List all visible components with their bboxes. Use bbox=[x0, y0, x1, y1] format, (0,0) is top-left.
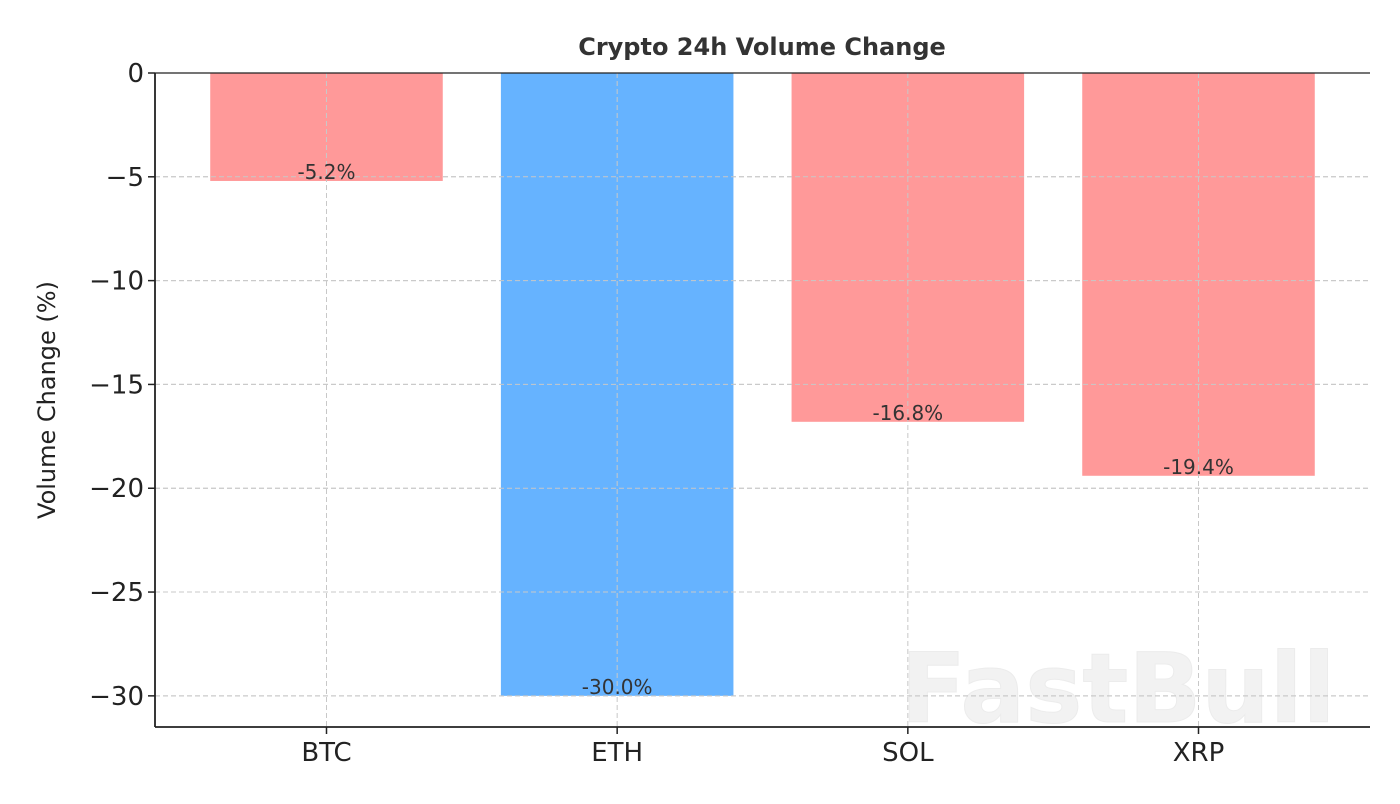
x-tick-label: ETH bbox=[591, 738, 643, 768]
x-tick-label: SOL bbox=[882, 738, 934, 768]
data-label: -16.8% bbox=[872, 401, 943, 425]
y-tick-label: −25 bbox=[89, 578, 144, 608]
y-tick-label: −20 bbox=[89, 474, 144, 504]
watermark-logo: FastBull bbox=[900, 633, 1335, 745]
chart-title: Crypto 24h Volume Change bbox=[578, 33, 946, 61]
data-label: -5.2% bbox=[297, 160, 355, 184]
data-label: -30.0% bbox=[582, 675, 653, 699]
y-tick-label: −15 bbox=[89, 370, 144, 400]
y-tick-label: −5 bbox=[106, 163, 144, 193]
x-tick-label: BTC bbox=[301, 738, 351, 768]
y-tick-label: −30 bbox=[89, 682, 144, 712]
data-label: -19.4% bbox=[1163, 455, 1234, 479]
bars bbox=[155, 73, 1370, 697]
data-labels: -5.2% -30.0% -16.8% -19.4% bbox=[297, 160, 1233, 699]
x-tick-label: XRP bbox=[1173, 738, 1225, 768]
y-tick-label: −10 bbox=[89, 267, 144, 297]
y-tick-label: 0 bbox=[127, 59, 144, 89]
y-axis-label: Volume Change (%) bbox=[33, 281, 61, 519]
axes: 0 −5 −10 −15 −20 −25 −30 BTC ETH SOL XRP bbox=[89, 59, 1370, 768]
